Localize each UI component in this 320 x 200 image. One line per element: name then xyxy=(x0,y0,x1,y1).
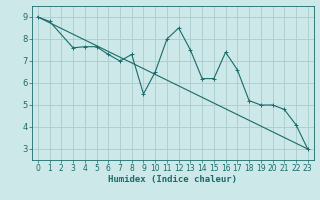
X-axis label: Humidex (Indice chaleur): Humidex (Indice chaleur) xyxy=(108,175,237,184)
